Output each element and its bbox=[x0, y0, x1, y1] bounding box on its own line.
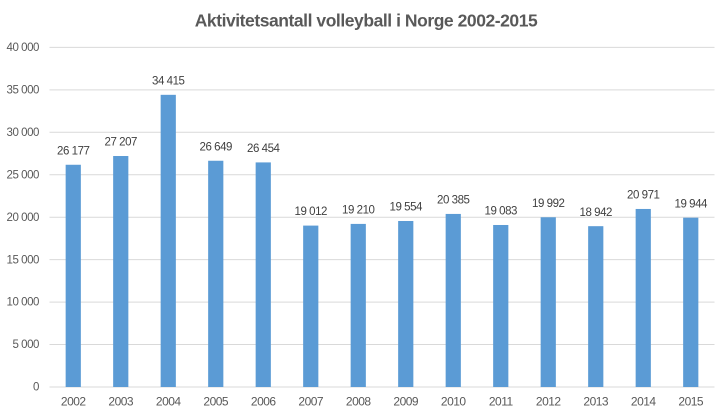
svg-text:18 942: 18 942 bbox=[580, 207, 613, 219]
svg-text:2004: 2004 bbox=[156, 395, 182, 409]
svg-text:2008: 2008 bbox=[346, 395, 372, 409]
svg-text:2007: 2007 bbox=[298, 395, 324, 409]
svg-text:19 210: 19 210 bbox=[342, 205, 375, 217]
svg-text:20 000: 20 000 bbox=[7, 212, 40, 224]
svg-text:34 415: 34 415 bbox=[152, 75, 185, 87]
svg-text:40 000: 40 000 bbox=[7, 42, 40, 54]
svg-text:0: 0 bbox=[33, 382, 39, 394]
svg-text:19 554: 19 554 bbox=[390, 202, 424, 214]
svg-text:2010: 2010 bbox=[441, 395, 467, 409]
svg-text:19 992: 19 992 bbox=[532, 198, 565, 210]
svg-text:2009: 2009 bbox=[393, 395, 419, 409]
svg-text:25 000: 25 000 bbox=[7, 169, 40, 181]
svg-text:2013: 2013 bbox=[583, 395, 609, 409]
svg-text:2011: 2011 bbox=[489, 395, 514, 409]
svg-text:2005: 2005 bbox=[203, 395, 229, 409]
svg-text:20 971: 20 971 bbox=[627, 190, 660, 202]
svg-text:2012: 2012 bbox=[536, 395, 562, 409]
svg-text:26 454: 26 454 bbox=[247, 143, 281, 155]
svg-text:19 944: 19 944 bbox=[675, 198, 709, 210]
svg-text:30 000: 30 000 bbox=[7, 127, 40, 139]
svg-text:2014: 2014 bbox=[631, 395, 657, 409]
svg-text:20 385: 20 385 bbox=[437, 195, 470, 207]
svg-text:26 649: 26 649 bbox=[200, 141, 233, 153]
svg-text:2003: 2003 bbox=[108, 395, 134, 409]
svg-text:26 177: 26 177 bbox=[57, 145, 90, 157]
svg-text:10 000: 10 000 bbox=[7, 297, 40, 309]
svg-text:Aktivitetsantall volleyball i: Aktivitetsantall volleyball i Norge 2002… bbox=[195, 11, 538, 31]
svg-text:27 207: 27 207 bbox=[105, 137, 138, 149]
svg-text:2015: 2015 bbox=[678, 395, 704, 409]
svg-text:5 000: 5 000 bbox=[12, 339, 39, 351]
svg-text:19 083: 19 083 bbox=[485, 206, 518, 218]
svg-text:2006: 2006 bbox=[251, 395, 277, 409]
svg-text:35 000: 35 000 bbox=[7, 84, 40, 96]
svg-text:15 000: 15 000 bbox=[7, 254, 40, 266]
svg-text:19 012: 19 012 bbox=[295, 206, 328, 218]
svg-text:2002: 2002 bbox=[61, 395, 87, 409]
